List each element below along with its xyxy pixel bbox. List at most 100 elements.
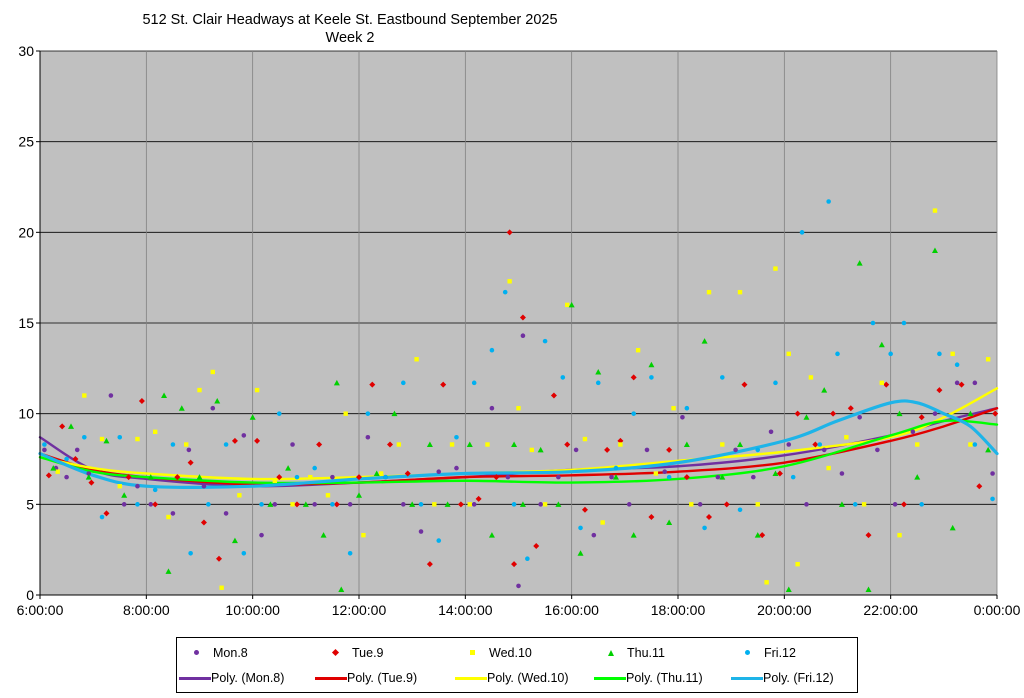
data-point xyxy=(950,351,955,357)
data-point xyxy=(121,492,128,498)
data-point xyxy=(361,532,366,538)
data-point xyxy=(152,501,159,508)
data-point xyxy=(170,442,176,447)
data-point xyxy=(684,405,690,411)
data-point xyxy=(972,442,978,447)
data-point xyxy=(290,502,295,507)
y-tick-label: 15 xyxy=(18,315,34,331)
legend-item-poly-mon8: Poly. (Mon.8) xyxy=(179,667,284,689)
data-point xyxy=(897,532,902,538)
line-swatch-icon xyxy=(179,667,211,689)
data-point xyxy=(595,380,601,386)
data-point xyxy=(42,447,47,453)
data-point xyxy=(259,502,264,507)
data-point xyxy=(915,442,920,447)
data-point xyxy=(600,520,605,525)
data-point xyxy=(223,442,229,447)
data-point xyxy=(883,381,890,388)
data-point xyxy=(418,502,424,507)
data-point xyxy=(343,411,348,416)
data-point xyxy=(697,502,703,507)
data-point xyxy=(125,474,132,481)
data-point xyxy=(161,392,168,399)
data-point xyxy=(733,447,738,453)
x-tick-label: 8:00:00 xyxy=(123,602,170,618)
data-point xyxy=(365,411,371,416)
data-point xyxy=(42,442,47,447)
data-point xyxy=(166,514,171,520)
data-point xyxy=(835,351,840,357)
data-point xyxy=(369,381,376,388)
data-point xyxy=(754,532,761,538)
data-point xyxy=(471,380,477,386)
data-point xyxy=(290,442,295,447)
data-point xyxy=(418,529,424,534)
legend: Mon.8 Tue.9 Wed.10 Thu.11 Fri.12 Poly. (… xyxy=(176,637,858,693)
data-point xyxy=(409,501,416,507)
data-point xyxy=(338,586,345,593)
data-point xyxy=(152,487,158,493)
data-point xyxy=(148,502,154,507)
data-point xyxy=(401,380,406,386)
data-point xyxy=(968,442,973,447)
data-point xyxy=(117,434,123,440)
data-point xyxy=(985,357,991,362)
circle-marker-icon xyxy=(181,642,213,664)
data-point xyxy=(609,474,614,480)
data-point xyxy=(206,502,211,507)
data-point xyxy=(511,561,518,568)
data-point xyxy=(759,532,766,539)
data-point xyxy=(519,314,526,321)
data-point xyxy=(900,501,907,508)
data-point xyxy=(910,429,916,435)
data-point xyxy=(875,447,880,453)
circle-marker-icon xyxy=(732,642,764,664)
data-point xyxy=(564,441,571,448)
data-point xyxy=(276,474,283,481)
data-point xyxy=(488,532,495,538)
data-point xyxy=(436,469,442,474)
line-swatch-icon xyxy=(731,667,763,689)
data-point xyxy=(64,456,69,462)
data-point xyxy=(901,320,907,326)
data-point xyxy=(178,405,185,411)
data-point xyxy=(196,474,203,480)
data-point xyxy=(467,502,472,507)
trendline xyxy=(38,399,999,489)
data-point xyxy=(320,532,327,538)
data-point xyxy=(64,474,69,480)
data-point xyxy=(333,379,340,386)
data-point xyxy=(449,442,455,447)
data-point xyxy=(565,302,570,308)
data-point xyxy=(231,537,238,544)
y-tick-label: 20 xyxy=(18,224,34,240)
legend-label: Poly. (Fri.12) xyxy=(763,671,834,685)
data-point xyxy=(932,411,938,416)
line-swatch-icon xyxy=(455,667,487,689)
y-tick-label: 0 xyxy=(26,587,34,603)
data-point xyxy=(785,586,792,593)
data-point xyxy=(201,483,207,489)
chart-subtitle: Week 2 xyxy=(325,30,375,46)
square-marker-icon xyxy=(457,642,489,664)
data-point xyxy=(786,351,791,357)
data-point xyxy=(237,493,242,498)
data-point xyxy=(795,561,800,567)
data-point xyxy=(844,435,849,440)
x-tick-label: 0:00:00 xyxy=(974,602,1021,618)
x-tick-label: 12:00:00 xyxy=(332,602,387,618)
data-point xyxy=(85,474,92,480)
data-point xyxy=(604,446,611,453)
data-point xyxy=(165,568,172,574)
data-point xyxy=(401,502,406,507)
data-point xyxy=(215,555,222,562)
data-point xyxy=(373,470,380,477)
data-point xyxy=(808,375,814,380)
data-point xyxy=(533,543,540,550)
data-point xyxy=(635,348,641,353)
data-point xyxy=(197,387,202,393)
y-tick-label: 10 xyxy=(18,406,34,422)
data-point xyxy=(568,301,575,308)
data-point xyxy=(135,483,140,489)
